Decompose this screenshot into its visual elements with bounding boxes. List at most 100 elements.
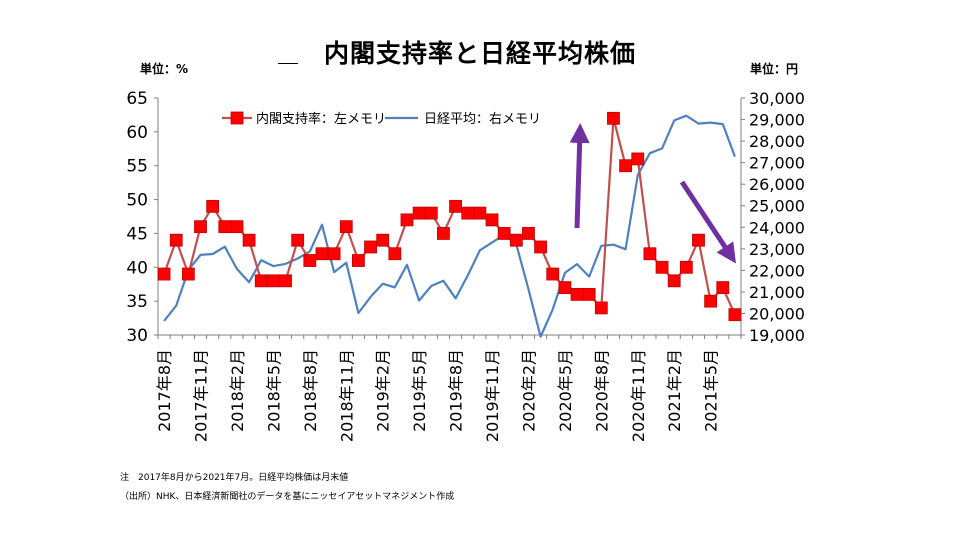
- approval-point: [279, 274, 292, 288]
- left-tick-label: 60: [126, 123, 148, 143]
- x-tick-label: 2019年11月: [483, 349, 502, 442]
- approval-point: [376, 233, 390, 247]
- source-note: （出所）NHK、日本経済新聞社のデータを基にニッセイアセットマネジメント作成: [120, 492, 455, 502]
- approval-point: [254, 274, 268, 288]
- chart-title: 内閣支持率と日経平均株価: [323, 39, 636, 68]
- legend-approval-marker: [230, 111, 244, 125]
- approval-point: [303, 254, 317, 267]
- x-tick-label: 2018年8月: [301, 349, 320, 432]
- x-tick-label: 2021年5月: [702, 349, 721, 432]
- right-tick-label: 22,000: [749, 261, 805, 280]
- approval-point: [400, 213, 414, 227]
- up-arrow: [569, 123, 590, 229]
- x-tick-label: 2018年2月: [228, 349, 247, 432]
- axes-layer: 65 60 55 50 45 40 35 30 30,000 29,000 28,000 27,000…: [126, 89, 805, 442]
- nikkei-series-line: [163, 114, 736, 338]
- right-tick-label: 24,000: [749, 218, 805, 237]
- approval-point: [704, 294, 718, 308]
- approval-point: [679, 260, 693, 274]
- approval-point: [291, 233, 305, 247]
- right-unit-label: 単位：円: [750, 62, 799, 76]
- x-tick-label: 2017年8月: [155, 349, 174, 432]
- right-tick-label: 25,000: [749, 197, 805, 216]
- left-tick-label: 65: [126, 89, 148, 109]
- approval-point: [728, 308, 742, 322]
- approval-point: [607, 111, 620, 125]
- right-tick-label: 23,000: [749, 240, 805, 259]
- approval-point: [157, 267, 171, 281]
- approval-point: [339, 220, 353, 234]
- approval-point: [437, 227, 450, 240]
- approval-point: [716, 281, 730, 295]
- approval-point: [364, 240, 377, 254]
- approval-point: [412, 206, 426, 220]
- left-tick-label: 30: [126, 326, 148, 346]
- right-tick-label: 28,000: [749, 132, 805, 151]
- right-tick-label: 19,000: [749, 326, 805, 345]
- approval-series-line: [163, 117, 736, 316]
- left-tick-label: 45: [126, 224, 148, 244]
- right-tick-label: 30,000: [749, 89, 805, 108]
- approval-point: [352, 254, 365, 267]
- approval-point: [619, 159, 633, 173]
- approval-point: [424, 206, 438, 220]
- approval-point: [388, 247, 402, 261]
- approval-point: [181, 267, 195, 281]
- right-tick-label: 26,000: [749, 175, 805, 194]
- x-tick-label: 2018年11月: [337, 349, 356, 442]
- approval-point: [534, 240, 547, 254]
- legend-approval-label: 内閣支持率：左メモリ: [256, 111, 386, 127]
- x-tick-label: 2020年8月: [592, 349, 611, 432]
- approval-point: [692, 233, 705, 247]
- approval-point: [449, 199, 462, 213]
- x-tick-label: 2019年5月: [410, 349, 429, 432]
- right-tick-label: 20,000: [749, 304, 805, 323]
- approval-point: [315, 247, 329, 261]
- approval-point: [582, 287, 596, 301]
- approval-point: [461, 206, 475, 220]
- legend-nikkei-label: 日経平均：右メモリ: [424, 112, 541, 127]
- x-tick-label: 2017年11月: [192, 349, 211, 442]
- approval-point: [266, 274, 280, 288]
- approval-point: [631, 152, 645, 166]
- x-tick-label: 2020年2月: [519, 349, 538, 432]
- approval-point: [327, 247, 341, 261]
- x-tick-label: 2020年11月: [629, 349, 648, 442]
- approval-point: [206, 199, 220, 213]
- approval-point: [230, 220, 244, 234]
- x-tick-label: 2019年2月: [374, 349, 393, 432]
- approval-point: [522, 227, 535, 240]
- right-tick-label: 21,000: [749, 283, 805, 302]
- approval-point: [558, 281, 572, 295]
- left-tick-label: 50: [126, 191, 148, 211]
- approval-point: [594, 301, 608, 315]
- right-tick-label: 27,000: [749, 154, 805, 173]
- right-tick-label: 29,000: [749, 111, 805, 130]
- x-tick-label: 2019年8月: [447, 349, 466, 432]
- legend-layer: 内閣支持率：左メモリ 日経平均：右メモリ: [222, 111, 541, 127]
- series-layer: [157, 111, 742, 338]
- left-tick-label: 35: [126, 292, 148, 312]
- approval-point: [497, 227, 511, 240]
- down-arrow: [679, 180, 736, 264]
- annotation-layer: [569, 123, 736, 264]
- approval-point: [570, 287, 584, 301]
- left-unit-label: 単位：%: [140, 62, 189, 76]
- left-tick-label: 40: [126, 258, 148, 278]
- approval-point: [485, 213, 499, 227]
- approval-point: [643, 247, 657, 261]
- approval-point: [194, 220, 207, 234]
- approval-point: [242, 233, 256, 247]
- approval-point: [667, 274, 681, 288]
- x-tick-label: 2018年5月: [264, 349, 283, 432]
- approval-point: [473, 206, 487, 220]
- approval-point: [546, 267, 560, 281]
- approval-point: [509, 233, 523, 247]
- approval-point: [169, 233, 183, 247]
- x-tick-label: 2021年2月: [665, 349, 684, 432]
- title-dash: [278, 63, 298, 64]
- approval-point: [655, 260, 669, 274]
- approval-point: [218, 220, 232, 234]
